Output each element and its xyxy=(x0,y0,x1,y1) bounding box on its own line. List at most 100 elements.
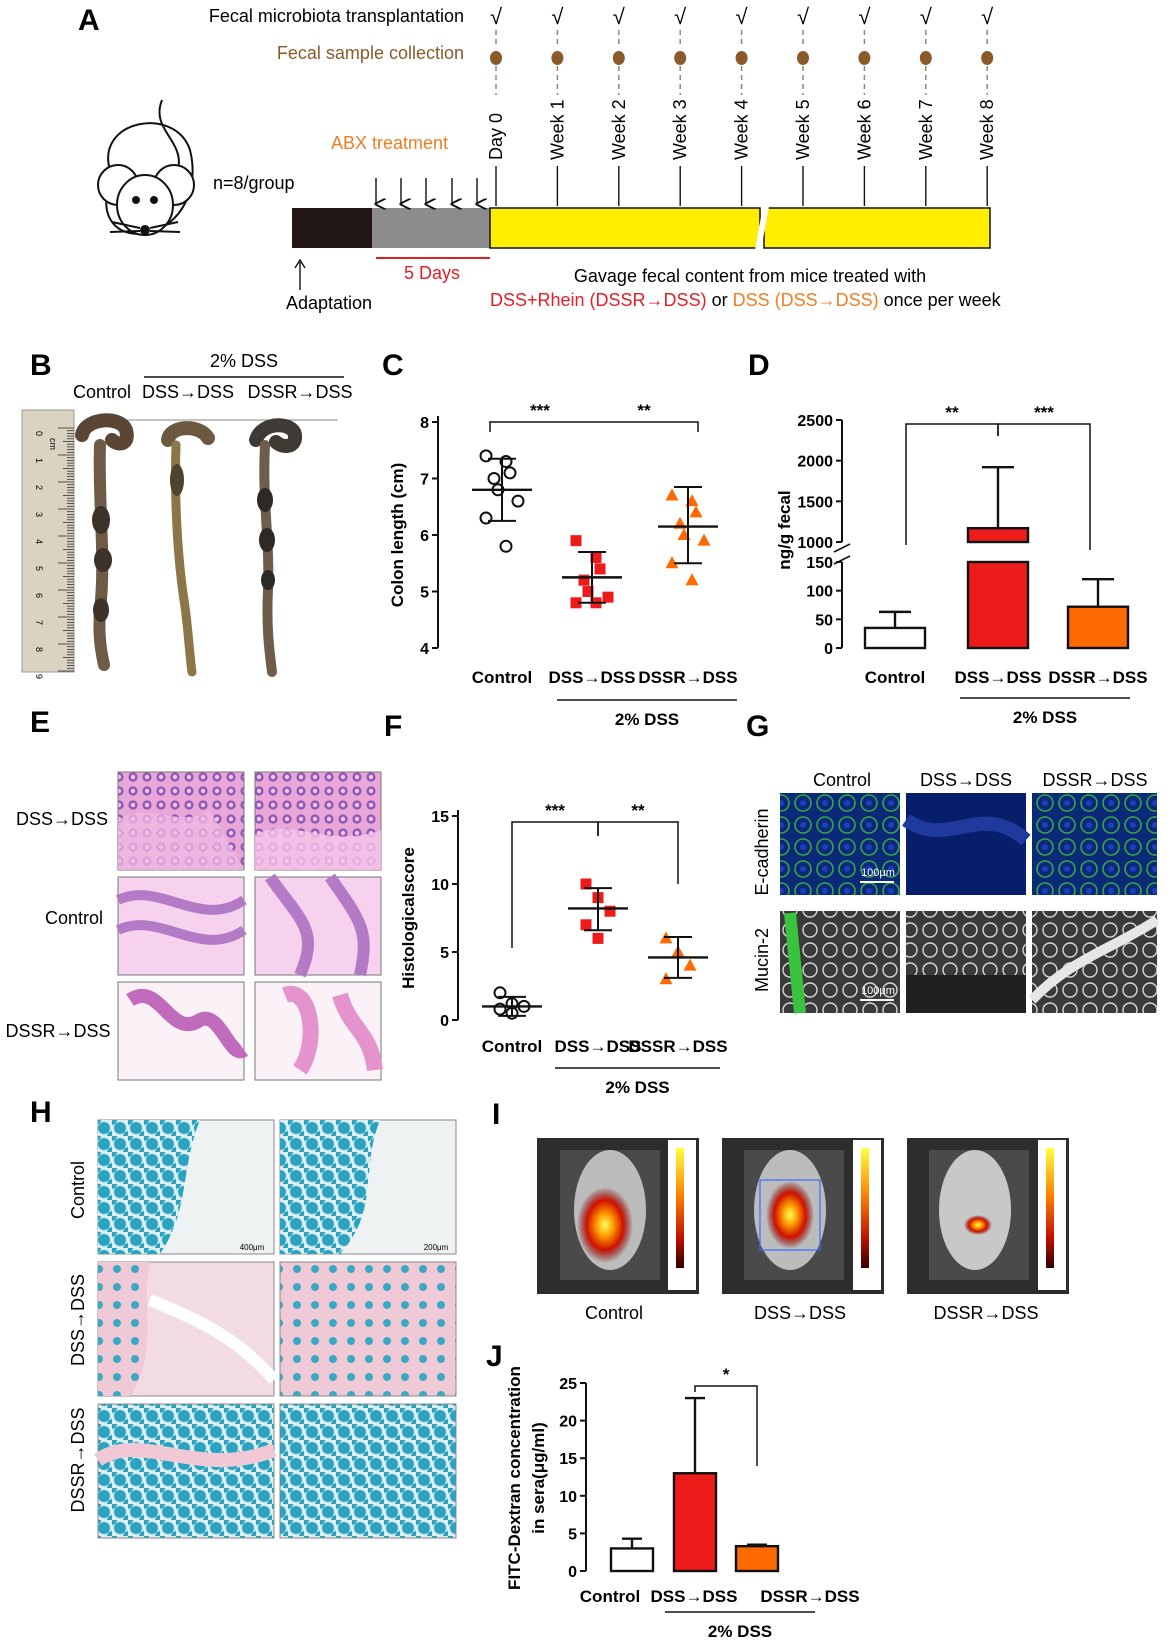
chart-c-point xyxy=(503,466,517,480)
fmt-segment-1 xyxy=(489,207,761,249)
group-label-control: Control xyxy=(73,382,131,402)
panel-h-row-control: Control xyxy=(68,1161,88,1219)
ruler-number: 9 xyxy=(34,674,44,679)
panel-c: C 4 5 6 7 8 Colon length (cm) Control DSS→DSS DS… xyxy=(382,349,738,729)
chart-c-sig-bracket xyxy=(590,421,699,432)
ruler-number: 1 xyxy=(34,458,44,463)
fmt-check-6: √ xyxy=(858,4,871,29)
panel-g-row-muc: Mucin-2 xyxy=(752,928,772,992)
fmt-check-7: √ xyxy=(920,4,933,29)
chart-c-point xyxy=(511,494,525,508)
ivis-label-control: Control xyxy=(585,1303,643,1323)
colon-dss xyxy=(161,421,215,677)
fmt-check-2: √ xyxy=(613,4,626,29)
chart-f-y-tick-label: 5 xyxy=(440,945,449,962)
chart-d-y-label: ng/g fecal xyxy=(775,490,794,569)
ab-image-dssr-high xyxy=(279,1403,457,1539)
chart-f-point xyxy=(580,919,592,931)
panel-e-row-dssr: DSSR→DSS xyxy=(5,1021,110,1041)
ruler-number: 3 xyxy=(34,512,44,517)
chart-j-x-label: DSSR→DSS xyxy=(760,1587,859,1606)
chart-d-lower-y-tick-label: 0 xyxy=(824,641,833,658)
scale-label-g2: 100μm xyxy=(861,985,895,997)
timepoint-label-2: Week 2 xyxy=(609,99,629,160)
panel-j-letter: J xyxy=(486,1340,503,1373)
timepoint-markers: √ Day 0 √ Week 1 √ Week 2 √ Week 3 √ Week 4 √ Week … xyxy=(486,4,997,206)
ruler xyxy=(21,409,75,673)
fecal-dot-4 xyxy=(735,51,748,65)
chart-c-point xyxy=(499,539,513,553)
panel-b-header: 2% DSS xyxy=(210,351,278,371)
ivis-dssr xyxy=(907,1138,1069,1294)
chart-f-x-label: Control xyxy=(482,1037,542,1056)
group-label-dss: DSS→DSS xyxy=(142,382,234,402)
chart-d-bar xyxy=(1066,605,1130,650)
chart-c-point xyxy=(578,574,590,586)
chart-j-y-tick-label: 0 xyxy=(568,1564,577,1581)
panel-h-row-dssr: DSSR→DSS xyxy=(68,1407,88,1512)
chart-f-point xyxy=(683,958,697,971)
ruler-ticks: 0 1 2 3 4 5 6 7 8 9 xyxy=(34,427,74,679)
chart-f-sig-label: *** xyxy=(545,801,565,820)
chart-c-point xyxy=(487,472,501,485)
chart-c-y-label: Colon length (cm) xyxy=(388,463,407,607)
chart-j-y-tick-label: 20 xyxy=(559,1414,577,1431)
axis-break xyxy=(755,205,769,251)
scale-label-g1: 100μm xyxy=(861,867,895,879)
ruler-number: 4 xyxy=(34,539,44,544)
timepoint-label-7: Week 7 xyxy=(916,99,936,160)
chart-j-y-label-2: in sera(μg/ml) xyxy=(529,1422,548,1533)
chart-c-sig-label: *** xyxy=(530,401,550,420)
chart-d-lower-y-tick-label: 50 xyxy=(815,612,833,629)
fmt-check-1: √ xyxy=(551,4,564,29)
fecal-collection-label: Fecal sample collection xyxy=(277,43,464,63)
panel-e-letter: E xyxy=(30,706,50,739)
fecal-dot-8 xyxy=(981,51,994,65)
chart-j-x-label: Control xyxy=(580,1587,640,1606)
ab-image-dssr-low xyxy=(97,1403,275,1539)
chart-d-x-label: DSS→DSS xyxy=(955,668,1042,687)
abx-segment xyxy=(372,208,490,248)
chart-d-upper-y-tick-label: 2000 xyxy=(797,454,833,471)
fmt-check-0: √ xyxy=(490,4,503,29)
panel-b-letter: B xyxy=(30,349,52,382)
chart-j-group-label: 2% DSS xyxy=(708,1622,772,1641)
chart-d-upper-y-tick-label: 1500 xyxy=(797,494,833,511)
he-images xyxy=(115,771,383,1081)
ab-image-dss-high xyxy=(279,1261,457,1397)
timepoint-label-4: Week 4 xyxy=(732,99,752,160)
chart-c-sig-bracket xyxy=(489,421,590,432)
fmt-check-3: √ xyxy=(674,4,687,29)
panel-i-letter: I xyxy=(492,1098,500,1131)
chart-f-y-tick-label: 10 xyxy=(431,877,449,894)
scale-label-h1: 400μm xyxy=(240,1243,265,1252)
chart-c-x-label: DSS→DSS xyxy=(549,668,636,687)
adaptation-label: Adaptation xyxy=(286,293,372,313)
chart-f-y-label: Histologicalscore xyxy=(399,847,418,989)
ivis-control xyxy=(537,1138,699,1294)
chart-j-y-tick-label: 25 xyxy=(559,1376,577,1393)
fmt-check-5: √ xyxy=(797,4,810,29)
chart-d-x-label: Control xyxy=(865,668,925,687)
panel-g-col-dss: DSS→DSS xyxy=(920,770,1012,790)
chart-d-lower-y-tick-label: 150 xyxy=(806,555,833,572)
timepoint-label-5: Week 5 xyxy=(793,99,813,160)
adaptation-segment xyxy=(292,208,372,248)
chart-c-y-tick-label: 4 xyxy=(420,641,429,658)
chart-c-point xyxy=(697,533,711,546)
chart-c-x-label: Control xyxy=(472,668,532,687)
ruler-number: 5 xyxy=(34,566,44,571)
chart-j-y-tick-label: 5 xyxy=(568,1526,577,1543)
chart-f-point xyxy=(493,986,507,1000)
chart-c-y-tick-label: 5 xyxy=(420,585,429,602)
mouse-illustration xyxy=(97,99,195,236)
chart-j-bar xyxy=(734,1544,780,1573)
ruler-number: 6 xyxy=(34,593,44,598)
chart-j-bar xyxy=(609,1547,655,1573)
panel-g-col-control: Control xyxy=(813,770,871,790)
chart-c-point xyxy=(685,573,699,586)
n-per-group: n=8/group xyxy=(213,173,295,193)
if-ecad-dssr xyxy=(1032,793,1157,895)
ruler-number: 7 xyxy=(34,620,44,625)
chart-c-point xyxy=(570,535,582,547)
